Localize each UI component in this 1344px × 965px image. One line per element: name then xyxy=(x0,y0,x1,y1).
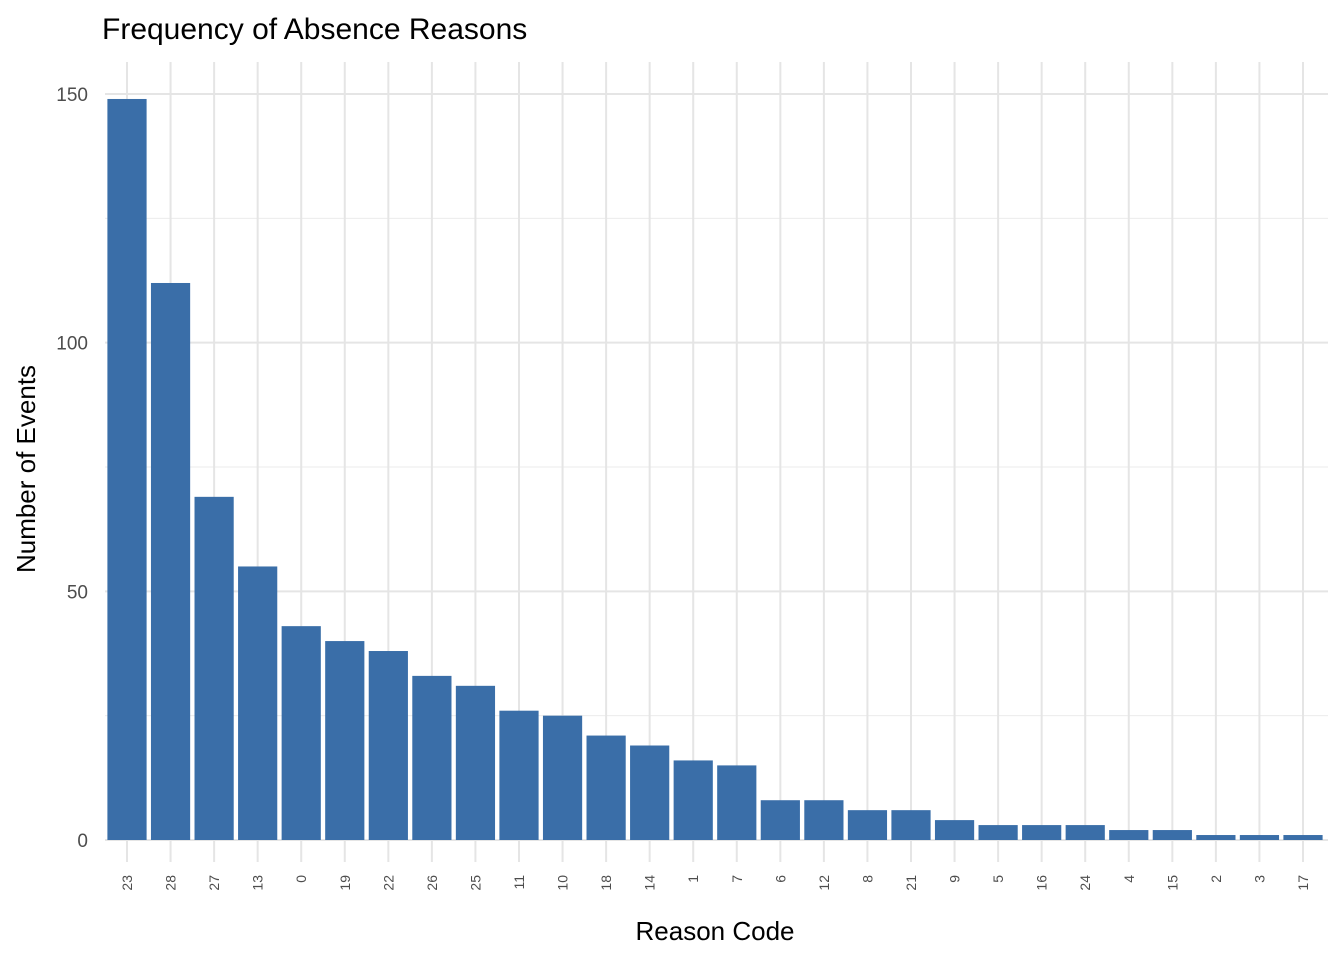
y-axis-title: Number of Events xyxy=(11,365,41,573)
x-tick-label: 24 xyxy=(1077,875,1093,891)
bar-5 xyxy=(978,825,1018,840)
x-axis-ticks: 23 28 27 13 0 19 22 26 25 11 10 18 14 1 7 6 12 8 21 9 5 16 24 4… xyxy=(119,875,1311,891)
bar-23 xyxy=(107,98,147,841)
x-tick-label: 12 xyxy=(816,875,832,891)
x-tick-label: 13 xyxy=(250,875,266,891)
x-tick-label: 4 xyxy=(1121,875,1137,883)
x-tick-label: 21 xyxy=(903,875,919,891)
x-tick-label: 8 xyxy=(859,875,875,883)
bar-10 xyxy=(542,715,583,840)
x-tick-label: 18 xyxy=(598,875,614,891)
bar-25 xyxy=(455,685,496,840)
x-tick-label: 9 xyxy=(947,875,963,883)
x-tick-label: 2 xyxy=(1208,875,1224,883)
x-tick-label: 7 xyxy=(729,875,745,883)
bar-17 xyxy=(1283,835,1323,840)
x-tick-label: 14 xyxy=(642,875,658,891)
x-tick-label: 28 xyxy=(163,875,179,891)
y-axis-ticks: 0 50 100 150 xyxy=(56,85,88,852)
x-tick-label: 1 xyxy=(685,875,701,883)
x-tick-label: 19 xyxy=(337,875,353,891)
bar-1 xyxy=(673,760,713,840)
bar-12 xyxy=(804,800,844,840)
x-tick-label: 16 xyxy=(1034,875,1050,891)
bar-13 xyxy=(238,566,278,840)
y-tick-label: 0 xyxy=(77,831,88,852)
bar-8 xyxy=(847,810,888,840)
y-tick-label: 100 xyxy=(56,334,88,355)
bar-26 xyxy=(412,675,452,840)
bar-7 xyxy=(717,765,757,840)
bar-18 xyxy=(586,735,626,840)
x-tick-label: 25 xyxy=(467,875,483,891)
bar-14 xyxy=(630,745,670,840)
x-tick-label: 26 xyxy=(424,875,440,891)
bars xyxy=(107,98,1323,841)
bar-21 xyxy=(891,810,931,840)
chart-title: Frequency of Absence Reasons xyxy=(102,13,527,46)
bar-28 xyxy=(150,282,191,840)
bar-27 xyxy=(194,496,234,840)
x-tick-label: 22 xyxy=(380,875,396,891)
bar-6 xyxy=(760,800,800,840)
x-tick-label: 15 xyxy=(1164,875,1180,891)
x-tick-label: 27 xyxy=(206,875,222,891)
y-tick-label: 50 xyxy=(67,582,88,603)
y-tick-label: 150 xyxy=(56,85,88,106)
bar-3 xyxy=(1239,835,1280,840)
x-tick-label: 5 xyxy=(990,875,1006,883)
bar-24 xyxy=(1065,825,1105,840)
x-tick-label: 0 xyxy=(293,875,309,883)
bar-11 xyxy=(499,710,539,840)
bar-15 xyxy=(1152,830,1192,840)
x-tick-label: 10 xyxy=(555,875,571,891)
x-tick-label: 11 xyxy=(511,875,527,890)
bar-16 xyxy=(1022,825,1062,840)
x-tick-label: 6 xyxy=(772,875,788,883)
bar-9 xyxy=(934,820,975,840)
x-tick-label: 3 xyxy=(1251,875,1267,883)
x-axis-title: Reason Code xyxy=(636,916,795,946)
bar-0 xyxy=(281,626,321,840)
bar-2 xyxy=(1196,835,1236,840)
bar-4 xyxy=(1109,830,1149,840)
bar-19 xyxy=(325,641,365,840)
bar-22 xyxy=(368,651,408,840)
x-tick-label: 17 xyxy=(1295,875,1311,891)
x-tick-label: 23 xyxy=(119,875,135,891)
